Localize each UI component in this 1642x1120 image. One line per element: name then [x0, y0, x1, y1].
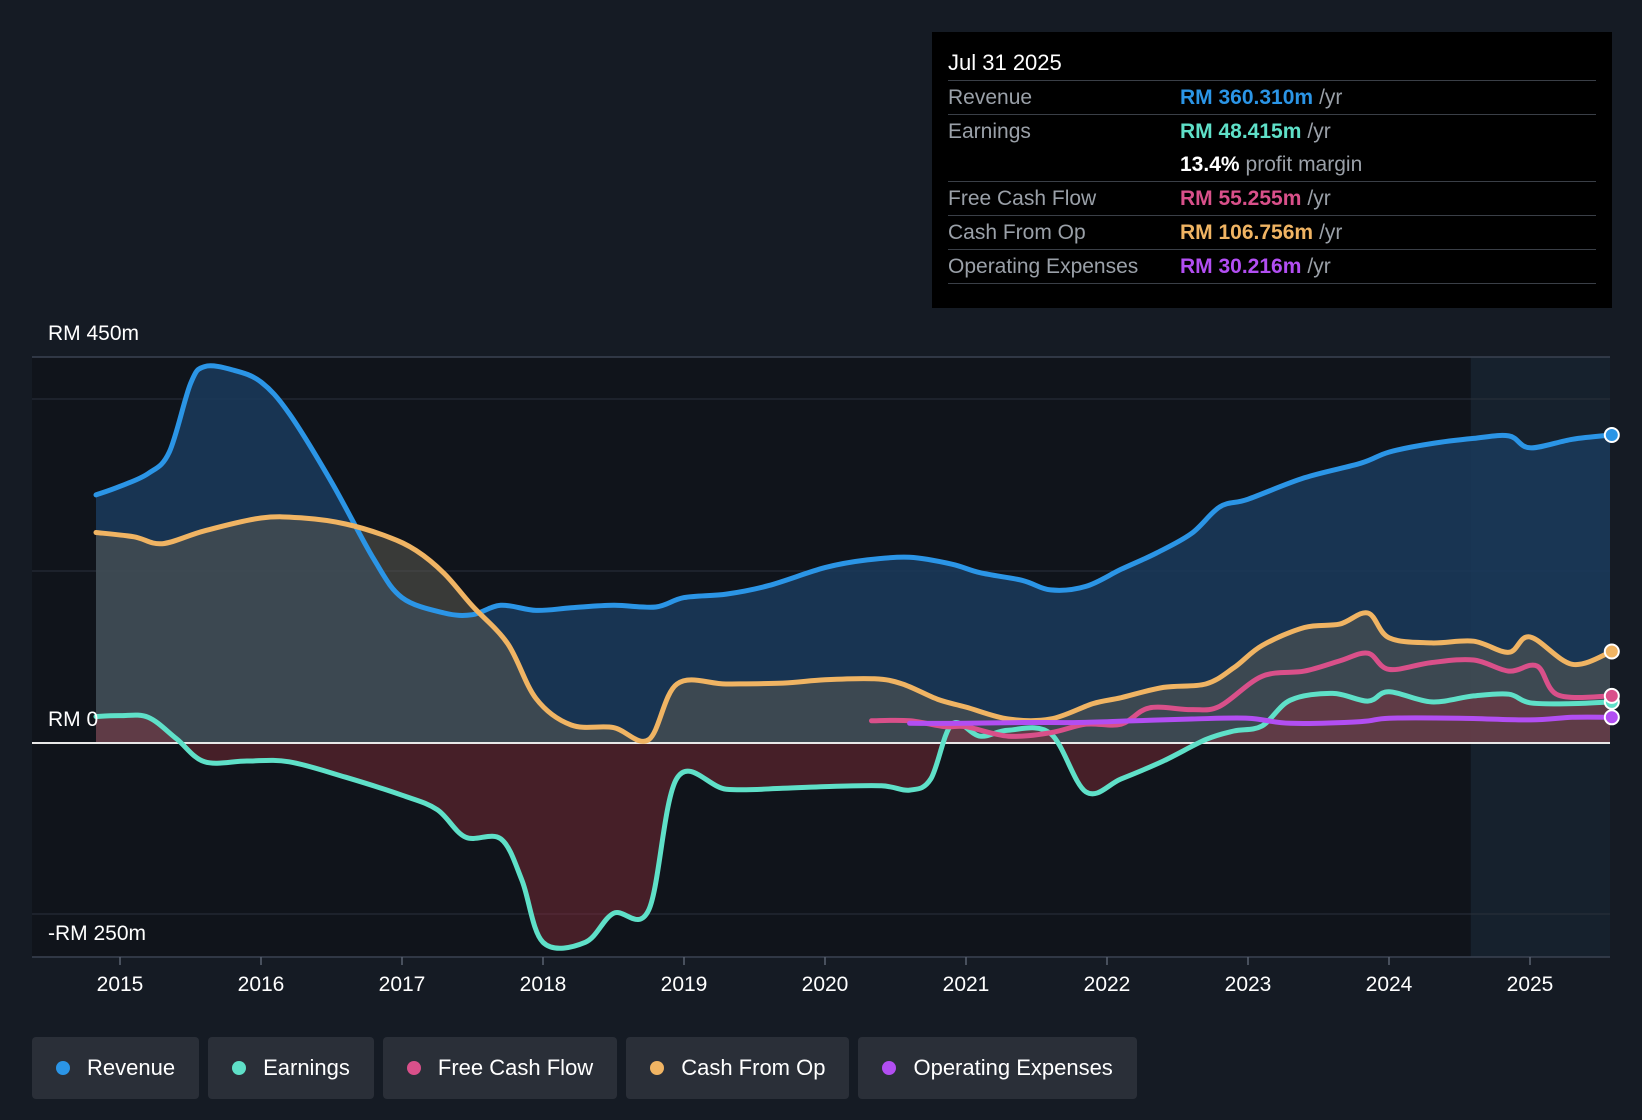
legend-label: Operating Expenses [913, 1055, 1113, 1080]
operating-expenses-line [907, 714, 1615, 726]
x-tick-label: 2017 [379, 973, 426, 996]
tooltip-value: RM 360.310m [1180, 86, 1314, 109]
tooltip-value: RM 48.415m [1180, 120, 1302, 143]
y-label-zero: RM 0 [48, 708, 98, 731]
x-tick-label: 2020 [802, 973, 849, 996]
tooltip-unit: profit margin [1245, 153, 1363, 176]
x-tick-label: 2016 [238, 973, 285, 996]
legend-dot-icon [650, 1061, 665, 1075]
tooltip-value: RM 106.756m [1180, 221, 1314, 244]
x-tick-label: 2025 [1507, 973, 1554, 996]
tooltip-label: Free Cash Flow [948, 187, 1097, 210]
x-tick-label: 2022 [1084, 973, 1131, 996]
legend-label: Earnings [263, 1055, 350, 1080]
tooltip-row-operating-expenses: Operating Expenses RM 30.216m /yr [948, 250, 1596, 284]
x-tick-label: 2018 [520, 973, 567, 996]
tooltip-unit: /yr [1319, 86, 1343, 109]
legend: Revenue Earnings Free Cash Flow Cash Fro… [32, 1037, 1137, 1099]
tooltip-row-earnings: Earnings RM 48.415m /yr [948, 115, 1596, 148]
legend-label: Cash From Op [681, 1055, 826, 1080]
legend-item-earnings[interactable]: Earnings [208, 1037, 374, 1099]
tooltip-unit: /yr [1307, 120, 1331, 143]
tooltip-label: Cash From Op [948, 221, 1086, 244]
x-tick-label: 2019 [661, 973, 708, 996]
tooltip-label [948, 148, 1180, 181]
x-axis-ticks: 2015 2016 2017 2018 2019 2020 2021 2022 2023 2024… [97, 957, 1554, 996]
series-lines [93, 363, 1615, 951]
legend-item-revenue[interactable]: Revenue [32, 1037, 200, 1099]
legend-label: Revenue [87, 1055, 176, 1080]
tooltip-label: Revenue [948, 86, 1033, 109]
tooltip-unit: /yr [1307, 187, 1331, 210]
series-areas [96, 365, 1610, 949]
tooltip-value: RM 55.255m [1180, 187, 1302, 210]
operating-expenses-end-point [1603, 709, 1620, 726]
x-tick-label: 2021 [943, 973, 990, 996]
legend-dot-icon [232, 1061, 247, 1075]
y-label-bottom: -RM 250m [48, 922, 146, 945]
free-cash-flow-end-point [1603, 687, 1620, 704]
free-cash-flow-line [869, 650, 1615, 739]
tooltip-row-free-cash-flow: Free Cash Flow RM 55.255m /yr [948, 182, 1596, 216]
tooltip-label: Operating Expenses [948, 255, 1139, 278]
tooltip-row-revenue: Revenue RM 360.310m /yr [948, 81, 1596, 115]
legend-label: Free Cash Flow [437, 1055, 594, 1080]
tooltip-unit: /yr [1319, 221, 1343, 244]
x-tick-label: 2023 [1225, 973, 1272, 996]
tooltip-row-cash-from-op: Cash From Op RM 106.756m /yr [948, 216, 1596, 250]
tooltip-label: Earnings [948, 120, 1031, 143]
legend-dot-icon [406, 1061, 421, 1075]
y-label-top: RM 450m [48, 322, 139, 345]
revenue-line [93, 363, 1615, 618]
x-tick-label: 2024 [1366, 973, 1413, 996]
cash-from-op-area [96, 516, 1610, 743]
revenue-end-point [1603, 427, 1620, 443]
legend-dot-icon [56, 1061, 70, 1075]
earnings-area [96, 691, 1610, 949]
legend-item-free-cash-flow[interactable]: Free Cash Flow [382, 1037, 618, 1099]
tooltip-value: 13.4% [1180, 153, 1240, 176]
cash-from-op-end-point [1603, 643, 1620, 660]
tooltip-value: RM 30.216m [1180, 255, 1302, 278]
x-tick-label: 2015 [97, 973, 144, 996]
tooltip-date: Jul 31 2025 [948, 46, 1596, 81]
end-markers [1603, 427, 1620, 726]
legend-item-operating-expenses[interactable]: Operating Expenses [858, 1037, 1137, 1099]
tooltip-row-profit-margin: 13.4% profit margin [948, 148, 1596, 182]
tooltip-panel: Jul 31 2025 Revenue RM 360.310m /yr Earn… [932, 32, 1612, 308]
legend-item-cash-from-op[interactable]: Cash From Op [626, 1037, 850, 1099]
cash-from-op-line [93, 514, 1615, 744]
legend-dot-icon [882, 1061, 897, 1075]
earnings-line [93, 689, 1615, 951]
tooltip-unit: /yr [1307, 255, 1331, 278]
